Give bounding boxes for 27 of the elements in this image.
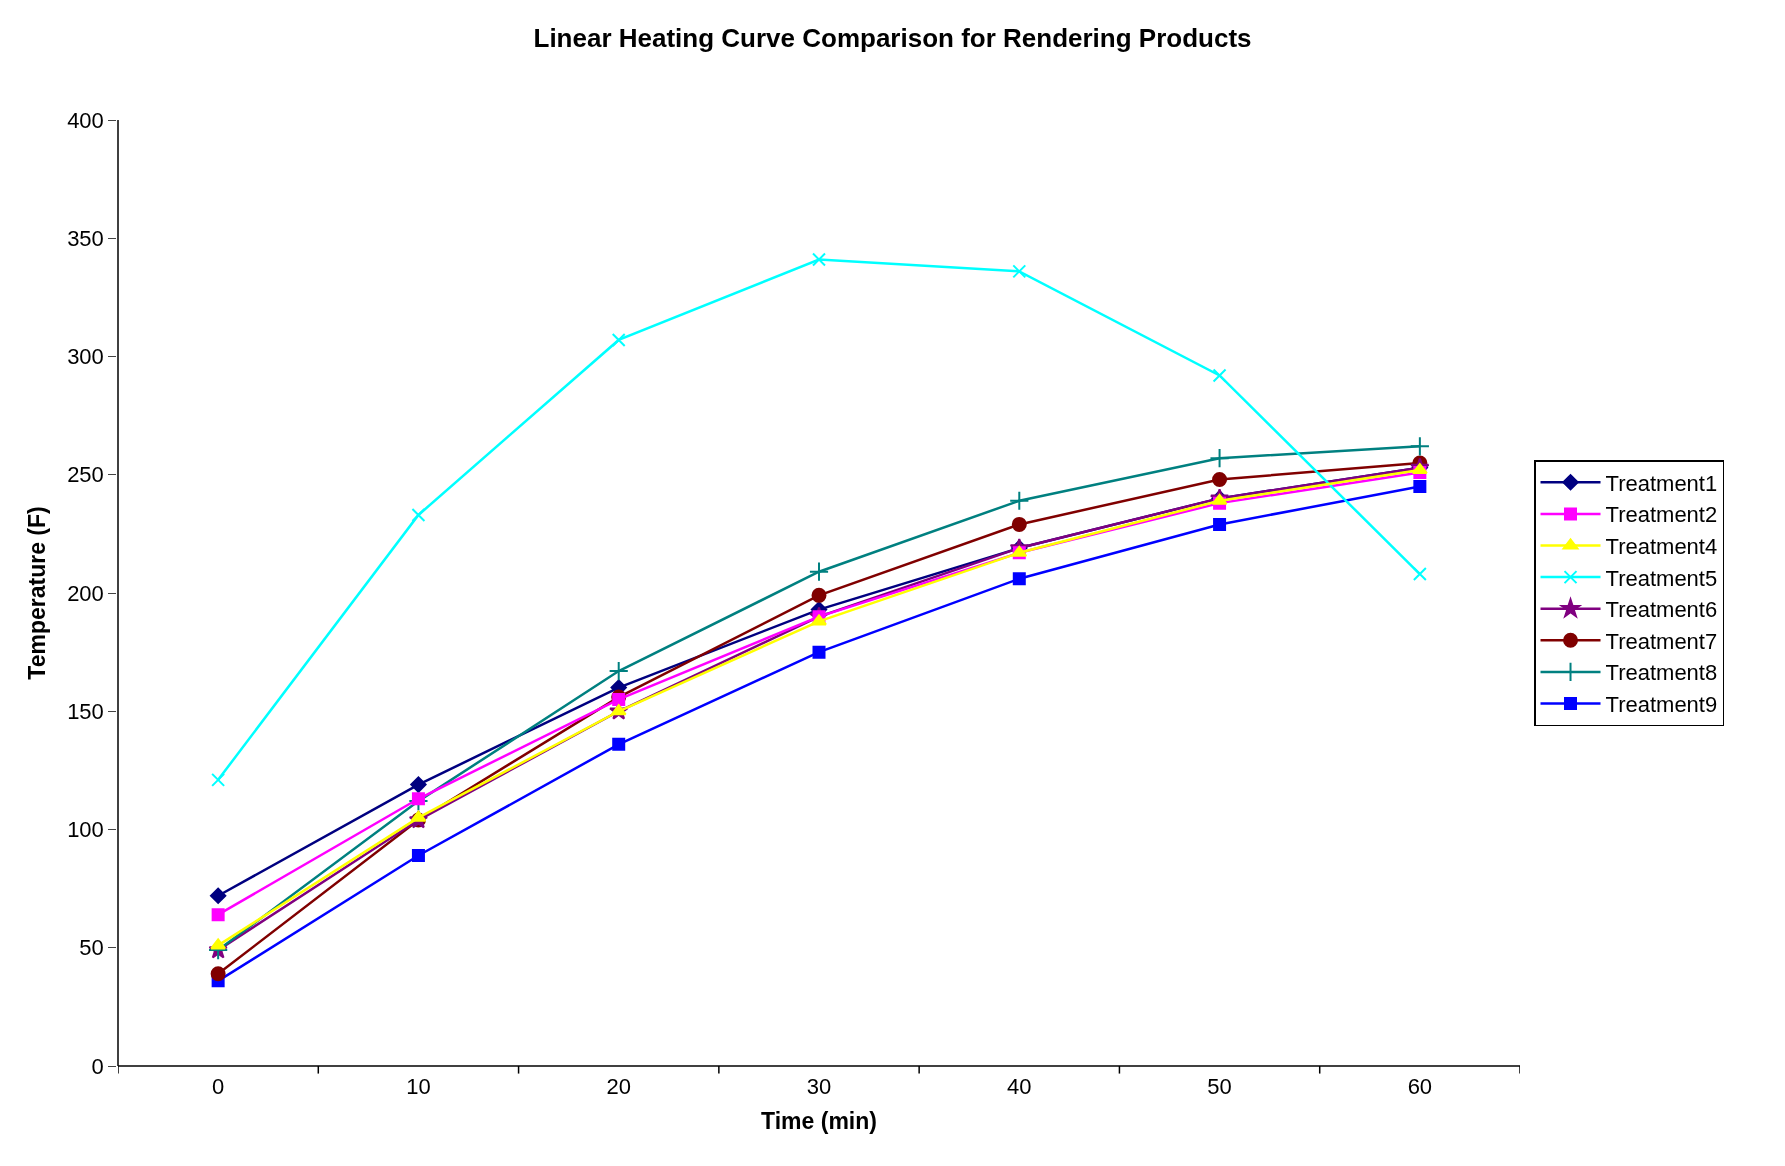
legend-label: Treatment9 [1605,692,1718,718]
y-tick-label: 50 [79,935,104,961]
y-tick-label: 150 [67,698,104,724]
chart-title: Linear Heating Curve Comparison for Rendering Products [533,23,1252,54]
legend-label: Treatment6 [1605,597,1718,623]
y-tick-label: 300 [67,344,104,370]
x-tick-label: 60 [1407,1074,1433,1100]
y-axis-title: Temperature (F) [24,506,51,680]
x-tick-label: 10 [406,1074,431,1100]
legend-label: Treatment8 [1605,660,1718,686]
legend-label: Treatment2 [1605,502,1718,528]
y-tick-label: 350 [67,225,104,251]
x-tick-label: 20 [606,1074,631,1100]
legend-label: Treatment7 [1605,628,1718,654]
y-tick-label: 400 [67,107,104,133]
y-tick-label: 250 [67,462,104,488]
x-tick-label: 30 [806,1074,832,1100]
legend-label: Treatment5 [1605,565,1718,591]
legend-label: Treatment4 [1605,534,1718,560]
legend-label: Treatment1 [1605,470,1718,496]
x-axis-title: Time (min) [761,1108,877,1135]
y-tick-label: 100 [67,817,104,843]
y-tick-label: 0 [91,1053,104,1079]
x-tick-label: 40 [1007,1074,1032,1100]
x-tick-label: 50 [1207,1074,1232,1100]
x-tick-label: 0 [212,1074,225,1100]
y-tick-label: 200 [67,580,104,606]
